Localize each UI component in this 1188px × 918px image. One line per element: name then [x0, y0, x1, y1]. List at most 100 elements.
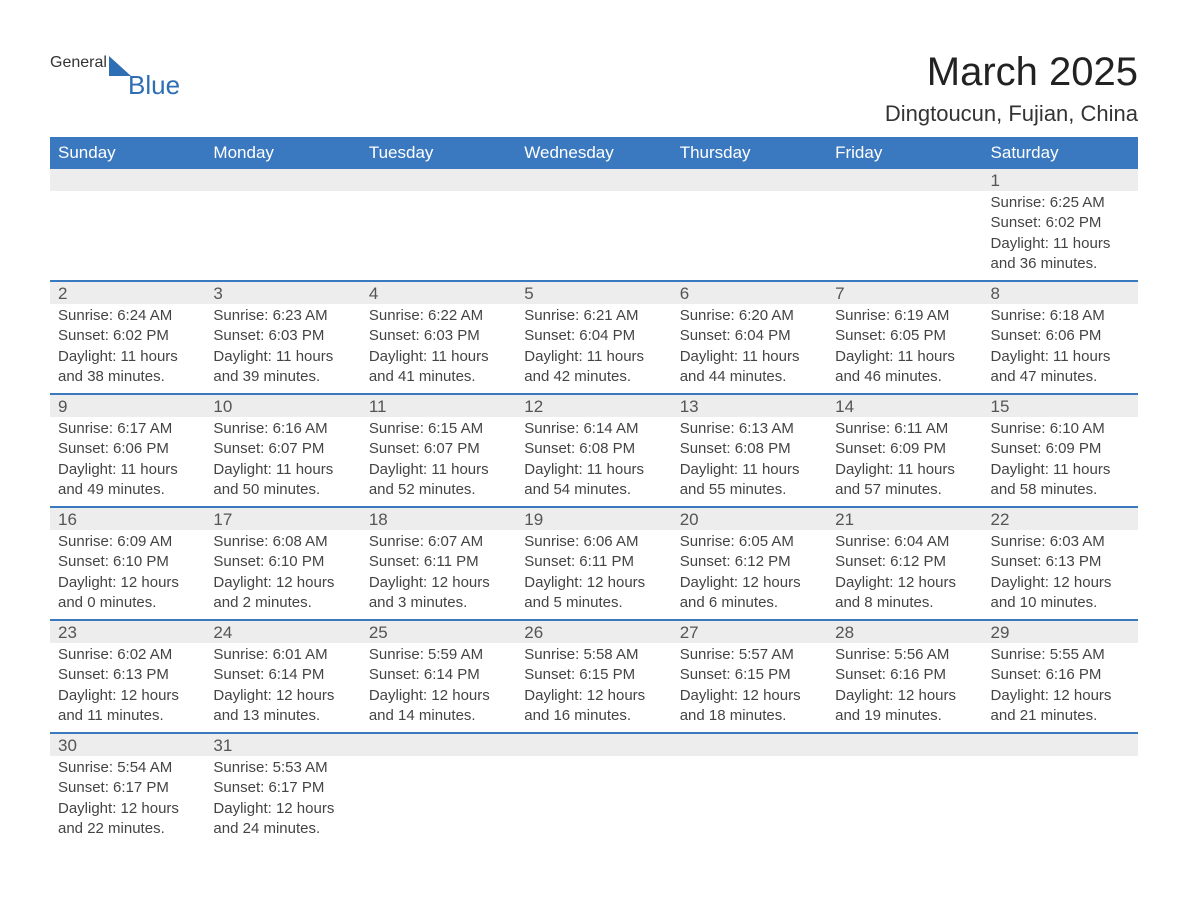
- day-number-empty: [672, 169, 827, 191]
- day-number-24: 24: [205, 620, 360, 643]
- day-number-20: 20: [672, 507, 827, 530]
- day-content-21: Sunrise: 6:04 AMSunset: 6:12 PMDaylight:…: [827, 530, 982, 620]
- day-number-empty: [827, 733, 982, 756]
- month-title: March 2025: [885, 50, 1138, 95]
- daylight-line: Daylight: 12 hours and 21 minutes.: [991, 686, 1130, 727]
- sunset-line: Sunset: 6:15 PM: [680, 665, 819, 685]
- day-number-empty: [361, 733, 516, 756]
- sunset-line: Sunset: 6:12 PM: [835, 552, 974, 572]
- day-content-28: Sunrise: 5:56 AMSunset: 6:16 PMDaylight:…: [827, 643, 982, 733]
- calendar-table: SundayMondayTuesdayWednesdayThursdayFrid…: [50, 137, 1138, 845]
- day-number-18: 18: [361, 507, 516, 530]
- sunrise-line: Sunrise: 6:15 AM: [369, 419, 508, 439]
- day-number-empty: [672, 733, 827, 756]
- sunset-line: Sunset: 6:07 PM: [213, 439, 352, 459]
- day-number-30: 30: [50, 733, 205, 756]
- logo-general-text: General: [50, 54, 107, 72]
- day-number-6: 6: [672, 281, 827, 304]
- day-number-17: 17: [205, 507, 360, 530]
- sunset-line: Sunset: 6:09 PM: [835, 439, 974, 459]
- sunrise-line: Sunrise: 6:06 AM: [524, 532, 663, 552]
- day-content-9: Sunrise: 6:17 AMSunset: 6:06 PMDaylight:…: [50, 417, 205, 507]
- sunrise-line: Sunrise: 5:56 AM: [835, 645, 974, 665]
- day-number-11: 11: [361, 394, 516, 417]
- sunrise-line: Sunrise: 5:53 AM: [213, 758, 352, 778]
- day-number-21: 21: [827, 507, 982, 530]
- sunset-line: Sunset: 6:06 PM: [991, 326, 1130, 346]
- sunset-line: Sunset: 6:06 PM: [58, 439, 197, 459]
- daylight-line: Daylight: 11 hours and 36 minutes.: [991, 234, 1130, 275]
- day-number-31: 31: [205, 733, 360, 756]
- dow-header-saturday: Saturday: [983, 137, 1138, 169]
- sunset-line: Sunset: 6:16 PM: [991, 665, 1130, 685]
- day-number-empty: [983, 733, 1138, 756]
- dow-header-tuesday: Tuesday: [361, 137, 516, 169]
- day-content-29: Sunrise: 5:55 AMSunset: 6:16 PMDaylight:…: [983, 643, 1138, 733]
- daylight-line: Daylight: 11 hours and 42 minutes.: [524, 347, 663, 388]
- sunrise-line: Sunrise: 6:08 AM: [213, 532, 352, 552]
- day-content-empty: [205, 191, 360, 281]
- day-content-27: Sunrise: 5:57 AMSunset: 6:15 PMDaylight:…: [672, 643, 827, 733]
- day-number-13: 13: [672, 394, 827, 417]
- sunset-line: Sunset: 6:05 PM: [835, 326, 974, 346]
- sunset-line: Sunset: 6:10 PM: [58, 552, 197, 572]
- sunset-line: Sunset: 6:14 PM: [213, 665, 352, 685]
- day-content-30: Sunrise: 5:54 AMSunset: 6:17 PMDaylight:…: [50, 756, 205, 845]
- logo-blue-text: Blue: [128, 70, 180, 101]
- day-number-19: 19: [516, 507, 671, 530]
- sunset-line: Sunset: 6:13 PM: [991, 552, 1130, 572]
- day-number-26: 26: [516, 620, 671, 643]
- day-content-empty: [361, 191, 516, 281]
- week-0-numbers: 1: [50, 169, 1138, 191]
- day-content-24: Sunrise: 6:01 AMSunset: 6:14 PMDaylight:…: [205, 643, 360, 733]
- day-content-10: Sunrise: 6:16 AMSunset: 6:07 PMDaylight:…: [205, 417, 360, 507]
- sunrise-line: Sunrise: 6:18 AM: [991, 306, 1130, 326]
- sunrise-line: Sunrise: 6:09 AM: [58, 532, 197, 552]
- day-content-25: Sunrise: 5:59 AMSunset: 6:14 PMDaylight:…: [361, 643, 516, 733]
- day-content-3: Sunrise: 6:23 AMSunset: 6:03 PMDaylight:…: [205, 304, 360, 394]
- sunset-line: Sunset: 6:11 PM: [369, 552, 508, 572]
- day-content-16: Sunrise: 6:09 AMSunset: 6:10 PMDaylight:…: [50, 530, 205, 620]
- sunset-line: Sunset: 6:08 PM: [524, 439, 663, 459]
- day-content-14: Sunrise: 6:11 AMSunset: 6:09 PMDaylight:…: [827, 417, 982, 507]
- sunset-line: Sunset: 6:13 PM: [58, 665, 197, 685]
- dow-header-row: SundayMondayTuesdayWednesdayThursdayFrid…: [50, 137, 1138, 169]
- sunrise-line: Sunrise: 5:59 AM: [369, 645, 508, 665]
- sunrise-line: Sunrise: 6:20 AM: [680, 306, 819, 326]
- day-number-7: 7: [827, 281, 982, 304]
- daylight-line: Daylight: 11 hours and 49 minutes.: [58, 460, 197, 501]
- daylight-line: Daylight: 12 hours and 24 minutes.: [213, 799, 352, 840]
- week-3-numbers: 16171819202122: [50, 507, 1138, 530]
- sunset-line: Sunset: 6:04 PM: [524, 326, 663, 346]
- week-4-content: Sunrise: 6:02 AMSunset: 6:13 PM Daylight:…: [50, 643, 1138, 733]
- daylight-line: Daylight: 11 hours and 44 minutes.: [680, 347, 819, 388]
- sunrise-line: Sunrise: 6:02 AM: [58, 645, 197, 665]
- day-content-empty: [361, 756, 516, 845]
- week-2-content: Sunrise: 6:17 AMSunset: 6:06 PMDaylight:…: [50, 417, 1138, 507]
- sunset-line: Sunset: 6:17 PM: [58, 778, 197, 798]
- week-3-content: Sunrise: 6:09 AMSunset: 6:10 PM Daylight:…: [50, 530, 1138, 620]
- week-1-numbers: 2345678: [50, 281, 1138, 304]
- daylight-line: Daylight: 11 hours and 52 minutes.: [369, 460, 508, 501]
- daylight-line: Daylight: 12 hours and 5 minutes.: [524, 573, 663, 614]
- sunrise-line: Sunrise: 6:05 AM: [680, 532, 819, 552]
- sunset-line: Sunset: 6:04 PM: [680, 326, 819, 346]
- sunrise-line: Sunrise: 6:17 AM: [58, 419, 197, 439]
- sunrise-line: Sunrise: 6:14 AM: [524, 419, 663, 439]
- sunrise-line: Sunrise: 6:11 AM: [835, 419, 974, 439]
- day-content-31: Sunrise: 5:53 AMSunset: 6:17 PMDaylight:…: [205, 756, 360, 845]
- day-number-16: 16: [50, 507, 205, 530]
- day-content-20: Sunrise: 6:05 AMSunset: 6:12 PMDaylight:…: [672, 530, 827, 620]
- dow-header-friday: Friday: [827, 137, 982, 169]
- sunrise-line: Sunrise: 6:01 AM: [213, 645, 352, 665]
- day-number-10: 10: [205, 394, 360, 417]
- daylight-line: Daylight: 12 hours and 19 minutes.: [835, 686, 974, 727]
- daylight-line: Daylight: 11 hours and 50 minutes.: [213, 460, 352, 501]
- sunrise-line: Sunrise: 6:04 AM: [835, 532, 974, 552]
- week-4-numbers: 23242526272829: [50, 620, 1138, 643]
- day-number-22: 22: [983, 507, 1138, 530]
- sunset-line: Sunset: 6:02 PM: [991, 213, 1130, 233]
- dow-header-sunday: Sunday: [50, 137, 205, 169]
- day-number-23: 23: [50, 620, 205, 643]
- dow-header-thursday: Thursday: [672, 137, 827, 169]
